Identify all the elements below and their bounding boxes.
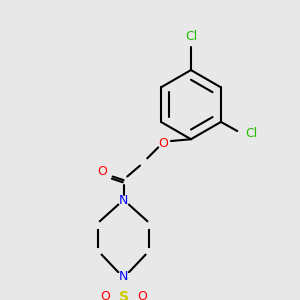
Text: O: O xyxy=(159,137,169,150)
Text: N: N xyxy=(119,194,128,207)
Text: Cl: Cl xyxy=(245,127,258,140)
Text: Cl: Cl xyxy=(185,30,197,43)
Text: S: S xyxy=(118,290,129,300)
Text: O: O xyxy=(100,290,110,300)
Text: O: O xyxy=(137,290,147,300)
Text: N: N xyxy=(119,270,128,283)
Text: O: O xyxy=(97,165,107,178)
